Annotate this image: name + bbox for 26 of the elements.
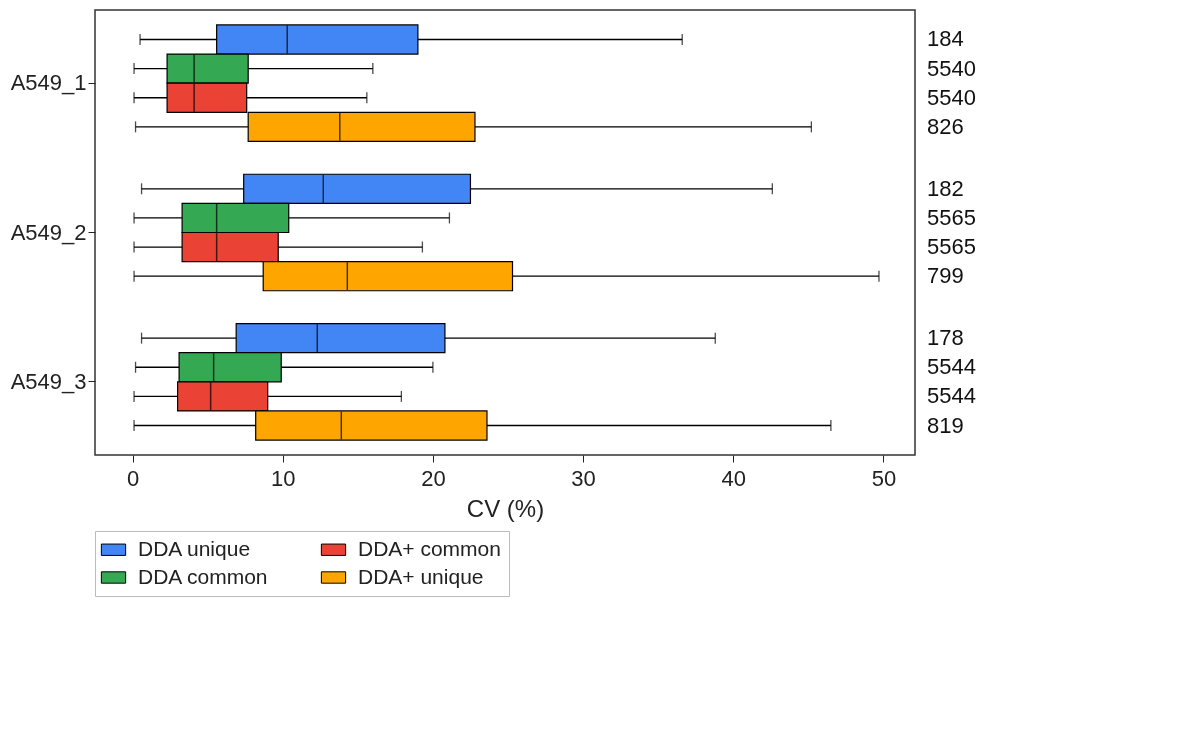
x-tick-label: 40	[721, 465, 747, 491]
x-axis-title: CV (%)	[466, 494, 545, 522]
x-tick-label: 0	[126, 465, 140, 491]
text: 826	[927, 113, 964, 139]
legend-label: DDA common	[138, 564, 268, 588]
y-tick-label: A549_1	[10, 70, 87, 96]
text: 5540	[927, 55, 976, 81]
x-tick-label: 10	[270, 465, 296, 491]
text: 799	[927, 263, 964, 289]
text: 5540	[927, 84, 976, 110]
x-tick-label: 30	[571, 465, 596, 491]
text: 5544	[927, 354, 976, 380]
legend-label: DDA+ unique	[358, 564, 484, 588]
x-tick-label: 20	[421, 465, 446, 491]
text: 178	[927, 325, 964, 351]
x-tick-label: 50	[871, 465, 897, 491]
text: 5565	[927, 204, 976, 230]
legend-label: DDA+ common	[358, 536, 501, 560]
text: 184	[927, 26, 964, 52]
legend-label: DDA unique	[138, 536, 251, 560]
text: 5544	[927, 383, 976, 409]
text: 819	[927, 412, 964, 438]
y-tick-label: A549_3	[10, 368, 87, 394]
text: 5565	[927, 234, 976, 260]
text: 182	[927, 175, 964, 201]
y-tick-label: A549_2	[10, 219, 87, 245]
